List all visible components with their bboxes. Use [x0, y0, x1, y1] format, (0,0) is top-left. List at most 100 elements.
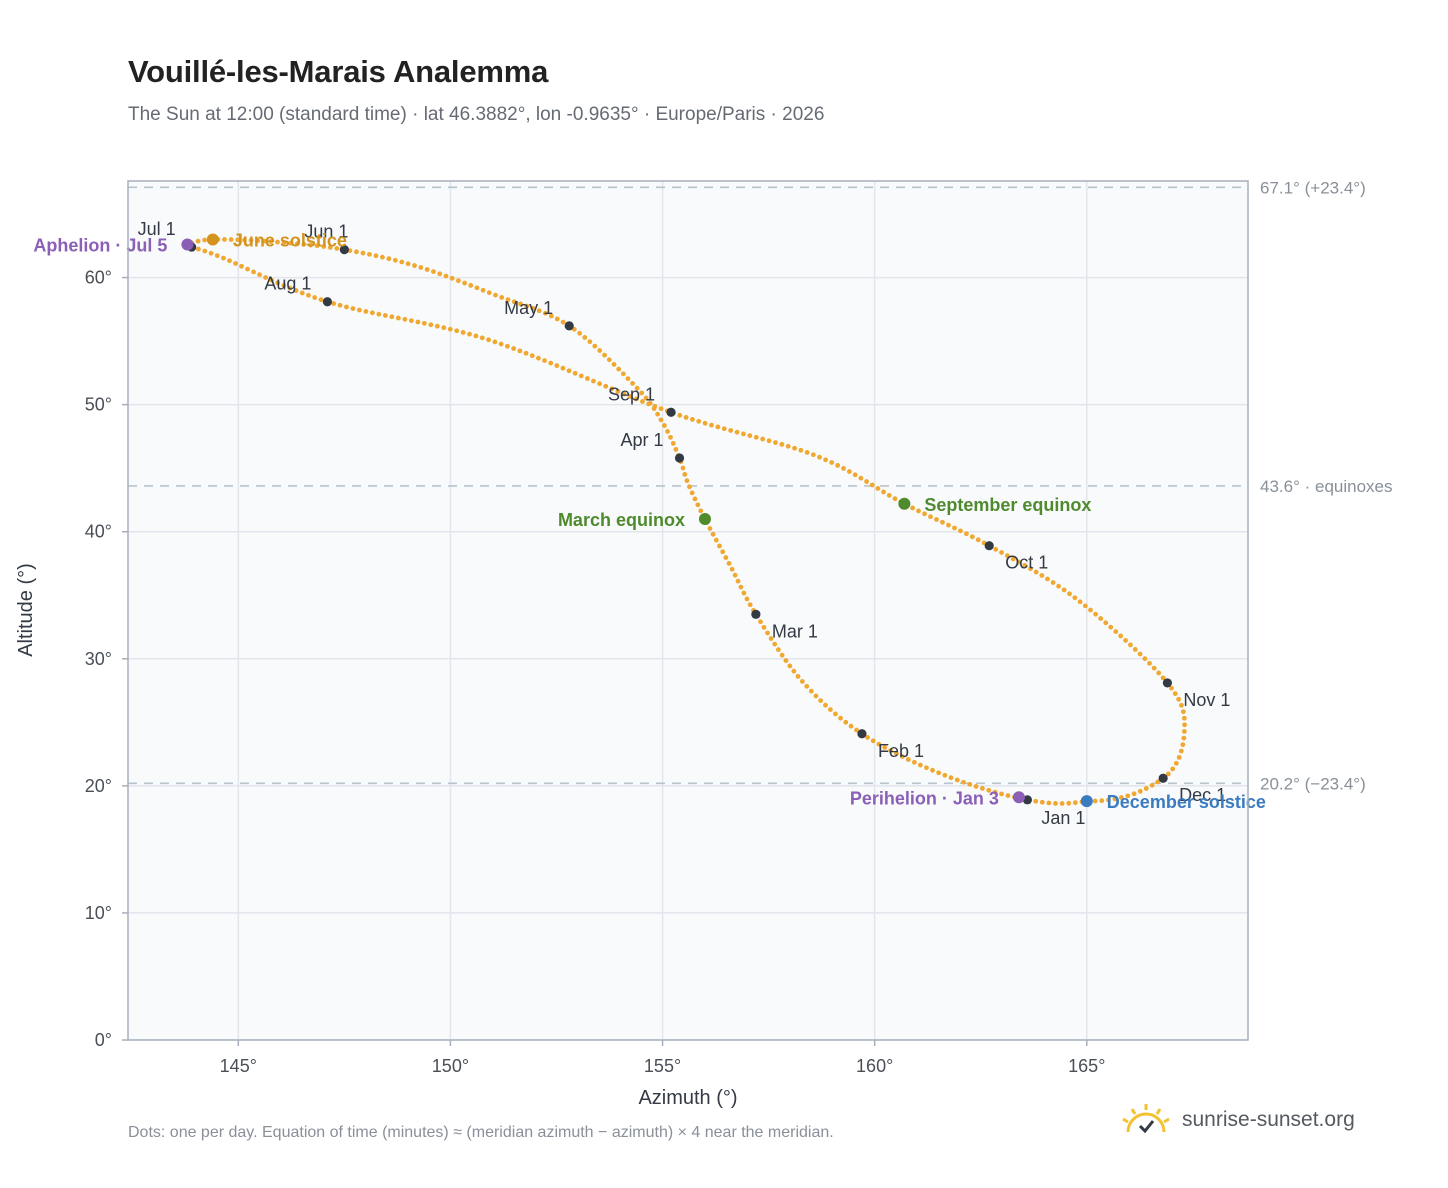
daily-sun-dot [523, 350, 529, 356]
daily-sun-dot [1132, 647, 1138, 652]
daily-sun-dot [582, 335, 588, 340]
daily-sun-dot [1156, 670, 1162, 676]
daily-sun-dot [726, 561, 732, 566]
daily-sun-dot [795, 673, 801, 679]
daily-sun-dot [560, 365, 566, 371]
daily-sun-dot [696, 418, 702, 424]
daily-sun-dot [548, 360, 554, 366]
daily-sun-dot [975, 537, 981, 543]
daily-sun-dot [321, 244, 327, 249]
daily-sun-dot [1169, 685, 1174, 691]
daily-sun-dot [1112, 796, 1118, 802]
daily-sun-dot [747, 602, 753, 608]
daily-sun-dot [511, 346, 517, 351]
event-label: September equinox [924, 495, 1091, 515]
y-tick-label: 30° [85, 649, 112, 669]
daily-sun-dot [710, 531, 716, 537]
daily-sun-dot [1119, 795, 1124, 800]
daily-sun-dot [1123, 638, 1128, 643]
daily-sun-dot [1033, 798, 1039, 804]
daily-sun-dot [804, 450, 810, 455]
daily-sun-dot [680, 465, 686, 471]
daily-sun-dot [633, 396, 639, 402]
daily-sun-dot [443, 273, 449, 279]
daily-sun-dot [1093, 611, 1099, 617]
daily-sun-dot [1004, 553, 1010, 559]
daily-sun-dot [493, 292, 498, 298]
daily-sun-dot [1033, 569, 1039, 575]
daily-sun-dot [969, 534, 975, 540]
daily-sun-dot [214, 253, 220, 259]
daily-sun-dot [294, 241, 300, 247]
month-marker [1162, 678, 1172, 688]
daily-sun-dot [1028, 566, 1033, 572]
daily-sun-dot [454, 328, 460, 334]
brand-logo[interactable]: sunrise-sunset.org [1120, 1102, 1355, 1138]
daily-sun-dot [261, 238, 267, 244]
daily-sun-dot [734, 429, 740, 435]
y-tick-label: 40° [85, 522, 112, 542]
daily-sun-dot [356, 307, 362, 313]
daily-sun-dot [535, 355, 541, 361]
daily-sun-dot [1181, 715, 1187, 721]
daily-sun-dot [382, 313, 388, 318]
daily-sun-dot [1165, 771, 1171, 777]
daily-sun-dot [658, 406, 664, 412]
month-marker [674, 453, 685, 463]
daily-sun-dot [1067, 591, 1072, 597]
daily-sun-dot [899, 754, 905, 760]
daily-sun-dot [467, 331, 472, 337]
daily-sun-dot [779, 441, 785, 447]
daily-sun-dot [677, 412, 683, 418]
daily-sun-dot [511, 299, 517, 305]
daily-sun-dot [597, 381, 603, 387]
daily-sun-dot [646, 401, 652, 407]
daily-sun-dot [524, 303, 530, 309]
daily-sun-dot [584, 376, 590, 381]
daily-sun-dot [683, 414, 689, 420]
month-marker [857, 729, 867, 739]
daily-sun-dot [1092, 798, 1098, 804]
daily-sun-dot [823, 457, 829, 463]
y-axis-label: Altitude (°) [15, 563, 37, 657]
daily-sun-dot [363, 309, 369, 314]
daily-sun-dot [281, 283, 287, 288]
y-tick-label: 60° [85, 268, 112, 288]
month-label: Jan 1 [1041, 808, 1085, 828]
daily-sun-dot [690, 416, 695, 422]
daily-sun-dot [1179, 702, 1184, 708]
daily-sun-dot [1103, 620, 1109, 626]
x-tick-label: 165° [1068, 1056, 1105, 1076]
daily-sun-dot [251, 269, 256, 275]
daily-sun-dot [798, 447, 804, 453]
daily-sun-dot [936, 770, 942, 776]
daily-sun-dot [818, 698, 824, 704]
daily-sun-dot [554, 316, 560, 322]
daily-sun-dot [841, 465, 846, 471]
daily-sun-dot [597, 348, 603, 353]
daily-sun-dot [395, 315, 401, 321]
daily-sun-dot [1137, 788, 1143, 794]
daily-sun-dot [715, 424, 721, 430]
daily-sun-dot [609, 386, 615, 392]
daily-sun-dot [692, 496, 698, 502]
daily-sun-dot [758, 619, 763, 625]
daily-sun-dot [917, 762, 923, 768]
daily-sun-dot [741, 431, 746, 437]
daily-sun-dot [288, 240, 294, 246]
daily-sun-dot [620, 371, 626, 377]
daily-sun-dot [760, 436, 766, 442]
daily-sun-dot [846, 469, 852, 474]
daily-sun-dot [1059, 801, 1065, 806]
month-label: Jun 1 [304, 222, 348, 242]
daily-sun-dot [468, 283, 474, 288]
daily-sun-dot [530, 305, 536, 311]
month-label: Apr 1 [620, 430, 663, 450]
daily-sun-dot [1128, 642, 1133, 648]
daily-sun-dot [865, 734, 870, 740]
month-label: Mar 1 [772, 621, 818, 641]
daily-sun-dot [1072, 800, 1078, 806]
daily-sun-dot [864, 479, 869, 484]
daily-sun-dot [765, 630, 770, 636]
